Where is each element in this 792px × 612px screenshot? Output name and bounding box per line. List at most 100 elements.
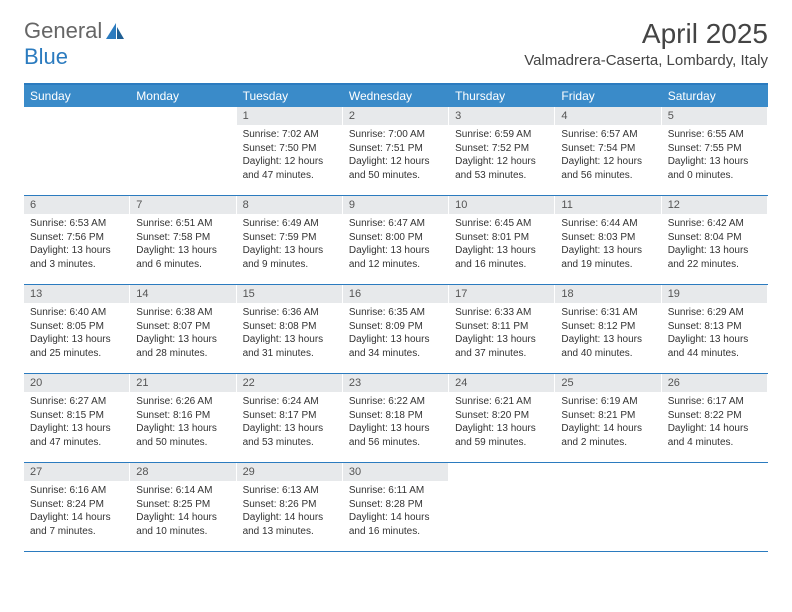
daylight-text: Daylight: 13 hours and 50 minutes. (136, 422, 229, 449)
day-number: 5 (662, 107, 767, 125)
day-cell: 23Sunrise: 6:22 AMSunset: 8:18 PMDayligh… (343, 374, 449, 462)
daylight-text: Daylight: 13 hours and 37 minutes. (455, 333, 548, 360)
daylight-text: Daylight: 14 hours and 13 minutes. (243, 511, 336, 538)
day-cell (24, 107, 130, 195)
daylight-text: Daylight: 13 hours and 9 minutes. (243, 244, 336, 271)
sunset-text: Sunset: 8:00 PM (349, 231, 442, 245)
sunset-text: Sunset: 8:01 PM (455, 231, 548, 245)
day-number (662, 463, 767, 481)
day-body: Sunrise: 6:11 AMSunset: 8:28 PMDaylight:… (343, 481, 448, 544)
day-cell: 1Sunrise: 7:02 AMSunset: 7:50 PMDaylight… (237, 107, 343, 195)
sunrise-text: Sunrise: 6:27 AM (30, 395, 123, 409)
day-number: 18 (555, 285, 660, 303)
day-body: Sunrise: 6:22 AMSunset: 8:18 PMDaylight:… (343, 392, 448, 455)
sunset-text: Sunset: 8:08 PM (243, 320, 336, 334)
day-number: 1 (237, 107, 342, 125)
sunset-text: Sunset: 8:21 PM (561, 409, 654, 423)
daylight-text: Daylight: 12 hours and 53 minutes. (455, 155, 548, 182)
daylight-text: Daylight: 13 hours and 25 minutes. (30, 333, 123, 360)
sunrise-text: Sunrise: 6:45 AM (455, 217, 548, 231)
day-cell: 25Sunrise: 6:19 AMSunset: 8:21 PMDayligh… (555, 374, 661, 462)
location: Valmadrera-Caserta, Lombardy, Italy (524, 52, 768, 69)
day-body: Sunrise: 6:53 AMSunset: 7:56 PMDaylight:… (24, 214, 129, 277)
sunrise-text: Sunrise: 6:51 AM (136, 217, 229, 231)
daylight-text: Daylight: 13 hours and 53 minutes. (243, 422, 336, 449)
daylight-text: Daylight: 13 hours and 34 minutes. (349, 333, 442, 360)
day-body: Sunrise: 6:45 AMSunset: 8:01 PMDaylight:… (449, 214, 554, 277)
sunset-text: Sunset: 7:56 PM (30, 231, 123, 245)
sunset-text: Sunset: 7:52 PM (455, 142, 548, 156)
day-body: Sunrise: 6:14 AMSunset: 8:25 PMDaylight:… (130, 481, 235, 544)
day-body: Sunrise: 6:29 AMSunset: 8:13 PMDaylight:… (662, 303, 767, 366)
day-cell (662, 463, 768, 551)
day-number: 14 (130, 285, 235, 303)
daylight-text: Daylight: 13 hours and 3 minutes. (30, 244, 123, 271)
day-cell: 10Sunrise: 6:45 AMSunset: 8:01 PMDayligh… (449, 196, 555, 284)
header: General April 2025 Valmadrera-Caserta, L… (0, 0, 792, 77)
week-row: 13Sunrise: 6:40 AMSunset: 8:05 PMDayligh… (24, 285, 768, 374)
day-cell: 11Sunrise: 6:44 AMSunset: 8:03 PMDayligh… (555, 196, 661, 284)
sunset-text: Sunset: 8:09 PM (349, 320, 442, 334)
day-body: Sunrise: 7:02 AMSunset: 7:50 PMDaylight:… (237, 125, 342, 188)
day-cell: 27Sunrise: 6:16 AMSunset: 8:24 PMDayligh… (24, 463, 130, 551)
sunrise-text: Sunrise: 7:00 AM (349, 128, 442, 142)
daylight-text: Daylight: 13 hours and 19 minutes. (561, 244, 654, 271)
day-cell: 12Sunrise: 6:42 AMSunset: 8:04 PMDayligh… (662, 196, 768, 284)
day-number: 8 (237, 196, 342, 214)
sunset-text: Sunset: 8:25 PM (136, 498, 229, 512)
sunrise-text: Sunrise: 6:36 AM (243, 306, 336, 320)
daylight-text: Daylight: 14 hours and 7 minutes. (30, 511, 123, 538)
day-number (24, 107, 129, 125)
logo-text-1: General (24, 18, 102, 44)
daylight-text: Daylight: 14 hours and 10 minutes. (136, 511, 229, 538)
sunset-text: Sunset: 8:07 PM (136, 320, 229, 334)
daylight-text: Daylight: 13 hours and 6 minutes. (136, 244, 229, 271)
day-number: 3 (449, 107, 554, 125)
day-body: Sunrise: 6:19 AMSunset: 8:21 PMDaylight:… (555, 392, 660, 455)
weekday-header: Saturday (662, 85, 768, 107)
sunrise-text: Sunrise: 6:33 AM (455, 306, 548, 320)
title-block: April 2025 Valmadrera-Caserta, Lombardy,… (524, 18, 768, 69)
weekday-header-row: Sunday Monday Tuesday Wednesday Thursday… (24, 85, 768, 107)
day-number: 22 (237, 374, 342, 392)
day-number: 21 (130, 374, 235, 392)
day-number: 10 (449, 196, 554, 214)
daylight-text: Daylight: 13 hours and 31 minutes. (243, 333, 336, 360)
weekday-header: Wednesday (343, 85, 449, 107)
sunrise-text: Sunrise: 6:55 AM (668, 128, 761, 142)
day-body: Sunrise: 6:36 AMSunset: 8:08 PMDaylight:… (237, 303, 342, 366)
day-number: 13 (24, 285, 129, 303)
daylight-text: Daylight: 13 hours and 44 minutes. (668, 333, 761, 360)
sunrise-text: Sunrise: 6:53 AM (30, 217, 123, 231)
day-cell (555, 463, 661, 551)
sunset-text: Sunset: 8:05 PM (30, 320, 123, 334)
sunrise-text: Sunrise: 7:02 AM (243, 128, 336, 142)
day-body: Sunrise: 6:59 AMSunset: 7:52 PMDaylight:… (449, 125, 554, 188)
day-number: 6 (24, 196, 129, 214)
sunset-text: Sunset: 7:50 PM (243, 142, 336, 156)
day-cell: 15Sunrise: 6:36 AMSunset: 8:08 PMDayligh… (237, 285, 343, 373)
daylight-text: Daylight: 13 hours and 16 minutes. (455, 244, 548, 271)
day-number: 28 (130, 463, 235, 481)
sunset-text: Sunset: 8:26 PM (243, 498, 336, 512)
day-cell: 5Sunrise: 6:55 AMSunset: 7:55 PMDaylight… (662, 107, 768, 195)
daylight-text: Daylight: 13 hours and 22 minutes. (668, 244, 761, 271)
sunset-text: Sunset: 8:18 PM (349, 409, 442, 423)
weekday-header: Monday (130, 85, 236, 107)
day-body: Sunrise: 7:00 AMSunset: 7:51 PMDaylight:… (343, 125, 448, 188)
day-body: Sunrise: 6:55 AMSunset: 7:55 PMDaylight:… (662, 125, 767, 188)
day-cell: 9Sunrise: 6:47 AMSunset: 8:00 PMDaylight… (343, 196, 449, 284)
sunset-text: Sunset: 7:54 PM (561, 142, 654, 156)
day-cell (449, 463, 555, 551)
sunrise-text: Sunrise: 6:29 AM (668, 306, 761, 320)
day-number: 15 (237, 285, 342, 303)
day-cell: 21Sunrise: 6:26 AMSunset: 8:16 PMDayligh… (130, 374, 236, 462)
daylight-text: Daylight: 13 hours and 56 minutes. (349, 422, 442, 449)
day-cell: 8Sunrise: 6:49 AMSunset: 7:59 PMDaylight… (237, 196, 343, 284)
day-cell: 26Sunrise: 6:17 AMSunset: 8:22 PMDayligh… (662, 374, 768, 462)
weekday-header: Thursday (449, 85, 555, 107)
sunrise-text: Sunrise: 6:47 AM (349, 217, 442, 231)
day-cell: 19Sunrise: 6:29 AMSunset: 8:13 PMDayligh… (662, 285, 768, 373)
day-number: 19 (662, 285, 767, 303)
day-number (555, 463, 660, 481)
